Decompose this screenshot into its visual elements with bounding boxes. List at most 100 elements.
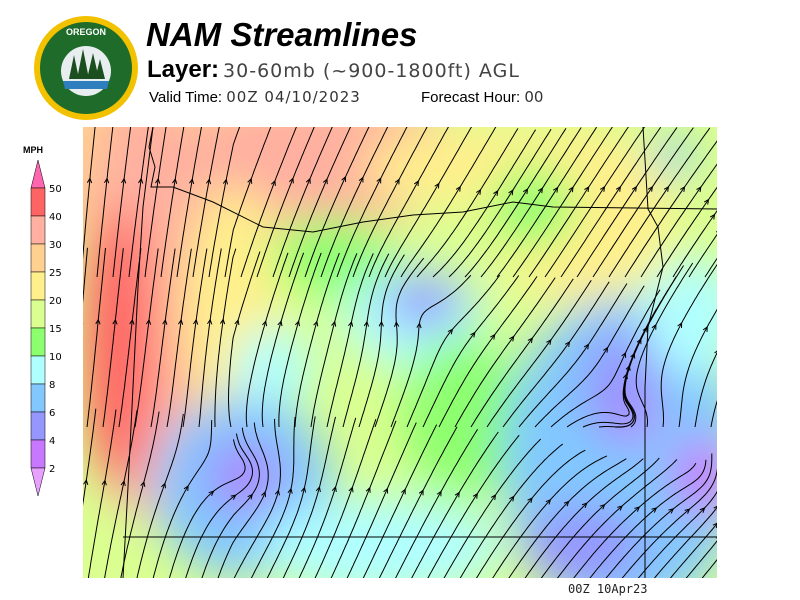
streamline	[374, 257, 425, 428]
streamline-arrow	[583, 343, 590, 350]
streamline-arrow	[183, 485, 189, 492]
streamline-arrow	[581, 502, 588, 509]
streamline-arrow	[219, 318, 226, 325]
streamline	[701, 558, 717, 578]
streamline-arrow	[509, 495, 515, 502]
forecast-hour-label: Forecast Hour:	[421, 89, 521, 106]
streamline	[454, 277, 556, 428]
streamline-arrow	[86, 177, 93, 184]
streamline	[624, 265, 685, 428]
legend-label: 8	[49, 380, 55, 391]
streamline-arrow	[112, 318, 118, 325]
streamline-arrow	[684, 508, 691, 514]
streamline	[704, 257, 717, 278]
streamline-arrow	[472, 492, 478, 499]
streamline	[556, 459, 678, 578]
streamline	[214, 248, 237, 427]
streamline	[128, 127, 149, 278]
streamline-arrow	[712, 522, 717, 529]
streamline-arrow	[413, 180, 419, 187]
wind-speed-field	[83, 127, 717, 578]
streamline	[653, 506, 717, 578]
streamline	[390, 274, 472, 428]
streamline-arrow	[545, 498, 552, 505]
streamline-arrow	[553, 186, 559, 193]
streamline	[304, 127, 370, 278]
streamline	[182, 248, 208, 428]
streamline	[278, 252, 322, 428]
valid-time-value: 00Z 04/10/2023	[226, 88, 361, 106]
legend-swatch	[30, 383, 46, 413]
streamline	[534, 285, 645, 428]
streamline	[411, 431, 499, 578]
streamline-arrow	[121, 177, 127, 184]
streamline-arrow	[599, 503, 606, 510]
streamline	[266, 416, 316, 578]
legend-label: 25	[49, 268, 62, 279]
streamline	[314, 419, 377, 578]
legend-label: 40	[49, 212, 62, 223]
streamline-arrow	[651, 323, 657, 330]
color-legend: 50 40 30 25 20 15 10 8 6 4 2	[30, 160, 62, 497]
streamline	[136, 413, 184, 578]
streamline-arrow	[261, 491, 266, 498]
legend-label: 20	[49, 296, 62, 307]
streamline-arrow	[129, 318, 135, 325]
streamline	[185, 433, 254, 578]
layer-info: Layer: 30-60mb (~900-1800ft) AGL	[147, 56, 520, 84]
streamline	[378, 426, 458, 578]
streamline-arrow	[631, 185, 637, 192]
streamline	[464, 128, 567, 278]
streamline-arrow	[348, 320, 354, 327]
streamline	[669, 522, 717, 578]
streamline	[166, 248, 192, 428]
streamline-arrow	[564, 341, 571, 347]
layer-value: 30-60mb (~900-1800ft) AGL	[223, 60, 520, 82]
streamline	[326, 253, 374, 428]
streamline-arrow	[568, 186, 574, 193]
streamline-arrow	[603, 346, 609, 353]
legend-swatch	[30, 327, 46, 357]
legend-label: 15	[49, 324, 62, 335]
streamline	[384, 127, 472, 278]
streamline	[83, 408, 97, 507]
streamline-arrow	[651, 507, 658, 513]
streamline-arrow	[205, 178, 212, 185]
streamline-arrow	[642, 326, 648, 333]
streamline	[83, 247, 88, 304]
streamline	[240, 127, 297, 278]
streamline	[470, 278, 574, 428]
streamline	[102, 248, 124, 428]
streamline-arrow	[230, 494, 237, 500]
streamline	[233, 418, 281, 578]
streamline-arrow	[394, 321, 400, 328]
streamline-arrow	[287, 487, 293, 494]
legend-label: 2	[49, 464, 55, 475]
streamline	[198, 248, 222, 428]
streamline	[104, 410, 138, 578]
streamline	[250, 416, 296, 578]
streamline-arrow	[172, 177, 178, 184]
streamline-arrow	[584, 186, 590, 193]
streamline-arrow	[668, 508, 675, 514]
streamline-arrow	[288, 177, 294, 184]
streamline	[352, 127, 428, 278]
streamline	[524, 458, 644, 578]
date-stamp: 00Z 10Apr23	[568, 582, 648, 596]
streamline-arrow	[83, 478, 89, 486]
streamline-arrow	[383, 487, 389, 494]
streamline	[144, 127, 167, 278]
streamline	[400, 127, 497, 278]
streamline	[228, 251, 261, 428]
streamline	[624, 140, 717, 278]
streamline-arrow	[162, 318, 168, 325]
streamline-arrow	[546, 338, 552, 345]
streamline	[448, 128, 552, 278]
streamline	[605, 453, 713, 578]
streamline-arrow	[222, 178, 229, 185]
streamline-arrow	[300, 486, 307, 493]
streamline-arrow	[416, 322, 422, 329]
streamlines	[83, 127, 717, 578]
streamline-arrow	[207, 318, 213, 325]
streamline	[298, 417, 357, 578]
